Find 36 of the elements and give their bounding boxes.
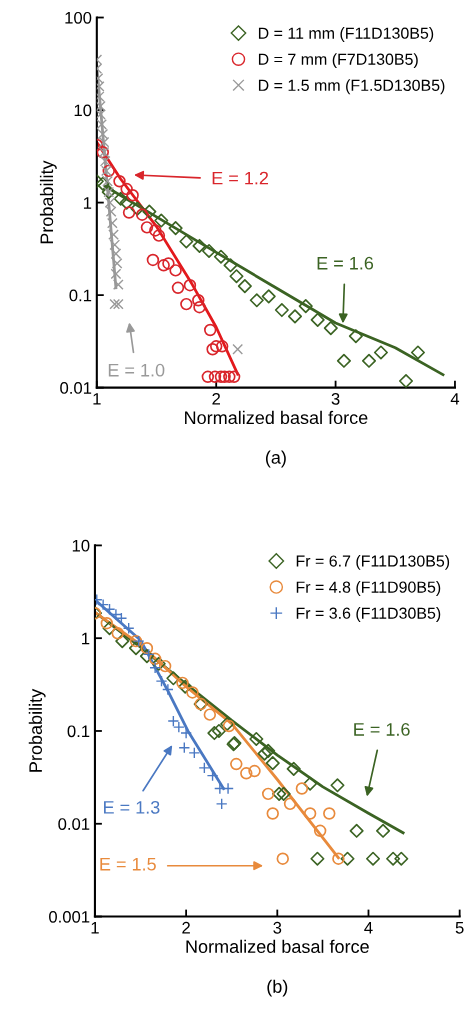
legend-label: Fr = 3.6 (F11D30B5) xyxy=(296,607,441,622)
y-tick-label: 1 xyxy=(83,197,92,209)
y-tick-label: 0.001 xyxy=(49,910,90,923)
x-tick-label: 2 xyxy=(182,921,190,934)
x-tick-label: 3 xyxy=(273,921,282,934)
y-tick-label: 10 xyxy=(72,539,90,552)
y-tick-label: 0.1 xyxy=(67,725,90,738)
y-tick-label: 0.01 xyxy=(60,382,92,394)
x-tick-label: 3 xyxy=(331,392,340,405)
text: (b) xyxy=(267,979,288,997)
y-tick-label: 0.01 xyxy=(58,818,90,830)
annotation: E = 1.5 xyxy=(100,857,156,871)
text: (a) xyxy=(265,450,286,468)
x-tick-label: 1 xyxy=(93,393,101,405)
legend-label: D = 1.5 mm (F1.5D130B5) xyxy=(258,79,445,95)
legend-label: D = 7 mm (F7D130B5) xyxy=(258,53,418,69)
annotation: E = 1.0 xyxy=(108,363,165,377)
annotation: E = 1.6 xyxy=(317,256,374,270)
y-axis-title: Probability xyxy=(39,160,57,244)
x-axis-title: Normalized basal force xyxy=(186,939,369,953)
x-tick-label: 5 xyxy=(455,922,464,934)
annotation: E = 1.2 xyxy=(212,171,269,185)
y-tick-label: 10 xyxy=(74,104,92,117)
y-tick-label: 0.1 xyxy=(69,289,92,302)
y-axis-title: Probability xyxy=(28,688,46,772)
y-tick-label: 100 xyxy=(65,11,92,24)
annotation: E = 1.6 xyxy=(354,723,410,736)
y-tick-label: 1 xyxy=(82,632,90,645)
legend-label: Fr = 6.7 (F11D130B5) xyxy=(296,554,450,570)
x-tick-label: 4 xyxy=(364,922,373,934)
legend-label: Fr = 4.8 (F11D90B5) xyxy=(296,581,441,596)
x-tick-label: 2 xyxy=(212,392,220,405)
x-tick-label: 4 xyxy=(450,393,460,405)
annotation: E = 1.3 xyxy=(104,800,160,814)
legend-label: D = 11 mm (F11D130B5) xyxy=(258,27,434,42)
x-axis-title: Normalized basal force xyxy=(185,410,368,425)
